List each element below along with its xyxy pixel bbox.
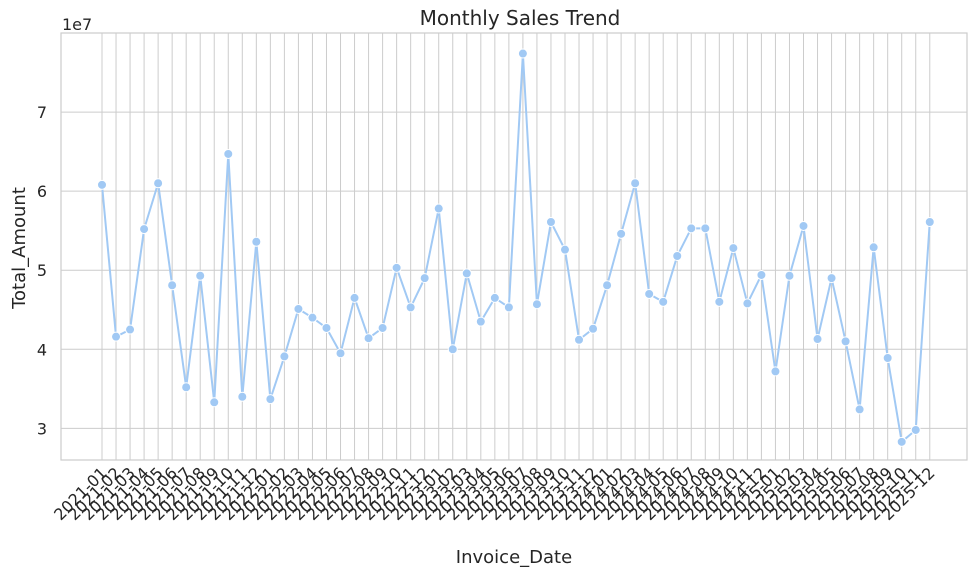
data-point xyxy=(658,296,669,307)
y-tick-label: 4 xyxy=(37,340,47,359)
data-point xyxy=(756,269,767,280)
y-multiplier-label: 1e7 xyxy=(62,15,92,34)
y-tick-label: 7 xyxy=(37,103,47,122)
x-tick-labels: 2021-012021-022021-032021-042021-052021-… xyxy=(50,463,938,524)
chart-title: Monthly Sales Trend xyxy=(420,6,621,30)
data-point xyxy=(167,280,178,291)
data-point xyxy=(363,333,374,344)
data-point xyxy=(728,243,739,254)
data-point xyxy=(209,397,220,408)
data-point xyxy=(97,179,107,190)
data-point xyxy=(293,303,304,314)
y-tick-label: 5 xyxy=(37,261,47,280)
data-point xyxy=(840,336,851,347)
data-point xyxy=(882,352,893,363)
plot-frame xyxy=(60,32,968,461)
data-point xyxy=(223,148,234,159)
data-point xyxy=(531,299,542,310)
x-grid xyxy=(101,33,931,460)
data-point xyxy=(279,351,290,362)
data-point xyxy=(812,334,823,345)
data-point xyxy=(349,292,360,303)
data-point xyxy=(335,348,346,359)
data-point xyxy=(391,262,402,273)
data-point xyxy=(251,236,262,247)
y-grid xyxy=(61,111,967,429)
data-point xyxy=(111,331,122,342)
data-point xyxy=(574,334,585,345)
data-point xyxy=(798,220,809,231)
data-point xyxy=(686,223,697,234)
data-point xyxy=(237,391,248,402)
data-point xyxy=(517,48,528,59)
data-point xyxy=(672,250,683,261)
data-point xyxy=(910,424,921,435)
data-point xyxy=(181,382,192,393)
data-point xyxy=(265,394,276,405)
data-point xyxy=(545,216,556,227)
y-tick-labels: 3 4 5 6 7 xyxy=(37,103,47,438)
data-point xyxy=(854,404,865,415)
data-point xyxy=(321,322,332,333)
y-tick-label: 6 xyxy=(37,182,47,201)
data-point xyxy=(896,436,907,447)
data-point xyxy=(770,366,781,377)
data-point xyxy=(433,203,444,214)
data-point xyxy=(447,344,458,355)
data-point xyxy=(700,223,711,234)
data-point xyxy=(153,178,164,189)
y-tick-label: 3 xyxy=(37,419,47,438)
data-point xyxy=(377,322,388,333)
y-axis-title: Total_Amount xyxy=(9,187,30,310)
data-point xyxy=(616,228,627,239)
data-point xyxy=(924,216,935,227)
data-point xyxy=(503,302,514,313)
data-point xyxy=(714,296,725,307)
data-point xyxy=(125,324,136,335)
data-point xyxy=(784,270,795,281)
data-point xyxy=(139,224,150,235)
data-points xyxy=(97,48,935,447)
data-point xyxy=(826,273,837,284)
data-point xyxy=(307,312,318,323)
series-line xyxy=(101,53,931,444)
x-axis-title: Invoice_Date xyxy=(456,547,572,568)
data-point xyxy=(419,273,430,284)
data-point xyxy=(195,270,206,281)
data-point xyxy=(489,292,500,303)
data-point xyxy=(644,288,655,299)
data-point xyxy=(588,323,599,334)
data-point xyxy=(868,242,879,253)
data-point xyxy=(559,244,570,255)
data-point xyxy=(602,280,613,291)
data-point xyxy=(742,298,753,309)
data-point xyxy=(630,178,641,189)
data-point xyxy=(405,302,416,313)
data-point xyxy=(475,316,486,327)
data-point xyxy=(461,268,472,279)
